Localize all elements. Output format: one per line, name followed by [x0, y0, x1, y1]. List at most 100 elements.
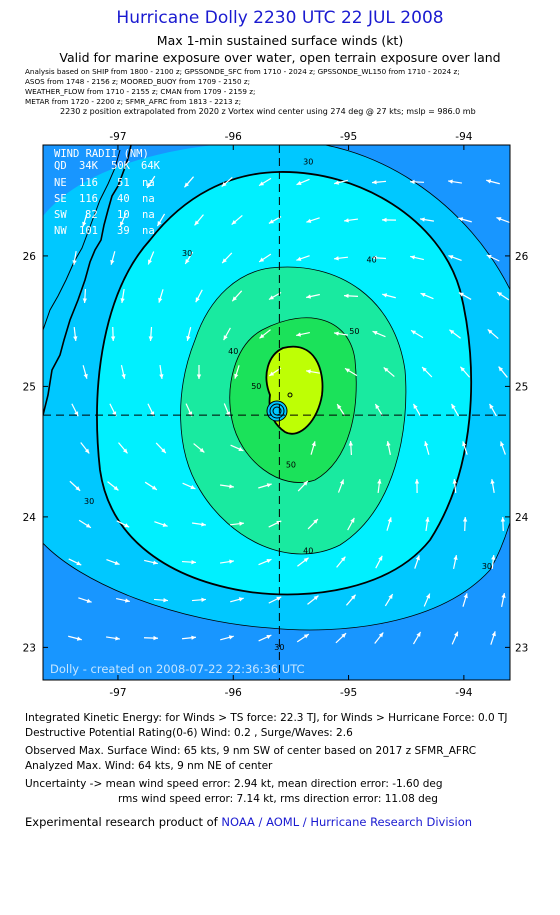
- wind-vector-arrow: [268, 367, 282, 377]
- wind-vector-arrow: [105, 636, 121, 641]
- wind-vector-arrow: [220, 635, 234, 641]
- contour-label: 30: [84, 497, 94, 506]
- wind-vector-arrow: [155, 442, 167, 454]
- wind-vector-arrow: [296, 178, 310, 186]
- plot-frame: [42, 144, 511, 681]
- wind-vector-arrow: [82, 365, 88, 379]
- wind-vector-arrow: [347, 517, 355, 531]
- lon-tick-label-top: -95: [340, 131, 357, 143]
- lat-tick-label-right: 25: [515, 381, 528, 393]
- subtitle-winds: Max 1-min sustained surface winds (kt): [156, 33, 404, 48]
- analysis-sources-line: Analysis based on SHIP from 1800 - 2100 …: [25, 67, 460, 76]
- wind-vector-arrow: [386, 441, 391, 455]
- wind-vector-arrow: [258, 483, 272, 489]
- wind-vector-arrow: [116, 520, 130, 528]
- wind-vector-arrow: [221, 176, 233, 188]
- wind-vector-arrow: [297, 480, 309, 492]
- wind-vector-arrow: [335, 632, 347, 644]
- wind-vector-arrow: [106, 558, 120, 566]
- wind-vector-arrow: [500, 516, 506, 532]
- wind-vector-arrow: [458, 292, 472, 300]
- wind-vector-arrow: [451, 403, 459, 417]
- contour-label: 50: [251, 382, 261, 391]
- wind-radii-34k: 82: [85, 209, 98, 221]
- wind-vector-arrow: [306, 293, 320, 299]
- wind-vector-arrow: [371, 180, 387, 185]
- wind-vector-arrow: [268, 520, 282, 528]
- analysis-sources-line: METAR from 1720 - 2200 z; SFMR_AFRC from…: [25, 97, 242, 106]
- wind-vector-arrow: [452, 555, 458, 569]
- wind-vector-arrow: [182, 482, 196, 490]
- wind-radii-title: WIND RADII (NM): [54, 148, 149, 160]
- wind-vector-arrow: [462, 516, 468, 532]
- subtitle-exposure: Valid for marine exposure over water, op…: [59, 50, 501, 65]
- wind-vector-arrow: [229, 521, 245, 526]
- wind-vector-arrow: [148, 326, 153, 342]
- contour-line-30kt: [43, 145, 510, 631]
- analysis-sources-line: WEATHER_FLOW from 1710 - 2155 z; CMAN fr…: [25, 87, 256, 96]
- page-title: Hurricane Dolly 2230 UTC 22 JUL 2008: [116, 8, 444, 28]
- wind-vector-arrow: [337, 479, 345, 493]
- credit-organization-link[interactable]: NOAA / AOML / Hurricane Research Divisio…: [221, 815, 473, 829]
- wind-vector-arrow: [258, 253, 272, 263]
- wind-vector-arrow: [156, 213, 166, 227]
- wind-vector-arrow: [496, 216, 510, 224]
- contour-label: 40: [367, 255, 377, 264]
- wind-vector-arrow: [120, 365, 126, 379]
- contour-line-34kt: [96, 171, 473, 596]
- wind-radii-64k: na: [142, 177, 155, 189]
- wind-vector-arrow: [68, 558, 82, 566]
- wind-vector-arrow: [489, 403, 497, 417]
- wind-vector-arrow: [414, 555, 420, 569]
- coastline: [43, 145, 132, 416]
- wind-vector-arrow: [69, 480, 81, 492]
- wind-vector-arrow: [183, 176, 195, 188]
- wind-vector-arrow: [196, 364, 202, 380]
- wind-vector-arrow: [258, 177, 272, 187]
- wind-vector-arrow: [333, 256, 349, 261]
- wind-vector-arrow: [191, 597, 207, 602]
- wind-radii-50k: 10: [117, 209, 130, 221]
- wind-radii-quadrant: SW: [54, 209, 67, 221]
- wind-vector-arrow: [486, 179, 500, 185]
- wind-vector-arrow: [71, 403, 79, 417]
- wind-radii-header-qd: QD: [54, 160, 67, 172]
- wind-vector-arrow: [231, 215, 243, 225]
- wind-vector-arrow: [498, 366, 508, 378]
- wind-radii-34k: 116: [79, 193, 98, 205]
- wind-vector-arrow: [447, 179, 463, 184]
- wind-vector-arrow: [451, 631, 459, 645]
- wind-vector-arrow: [423, 593, 431, 607]
- wind-vector-arrow: [143, 635, 159, 641]
- wind-vector-arrow: [375, 555, 383, 569]
- wind-vector-arrow: [72, 250, 77, 266]
- wind-vector-arrow: [110, 251, 116, 265]
- wind-vector-arrow: [186, 327, 192, 341]
- wind-vector-arrow: [382, 293, 396, 299]
- wind-vector-arrow: [234, 365, 240, 379]
- wind-vector-arrow: [452, 478, 457, 494]
- uncertainty-rms: rms wind speed error: 7.14 kt, rms direc…: [118, 793, 438, 805]
- contour-label: 30: [274, 643, 284, 652]
- wind-radii-header-64k: 64K: [141, 160, 161, 172]
- contour-label: 30: [303, 158, 313, 167]
- wind-vector-arrow: [297, 557, 309, 567]
- wind-vector-arrow: [449, 329, 461, 339]
- wind-vector-arrow: [223, 327, 231, 341]
- wind-vector-arrow: [412, 631, 422, 645]
- wind-vector-arrow: [410, 255, 424, 261]
- wind-vector-arrow: [487, 328, 499, 340]
- wind-vector-arrow: [82, 288, 88, 304]
- wind-vector-arrow: [409, 179, 425, 185]
- contour-label: 30: [482, 562, 492, 571]
- wind-vector-arrow: [307, 518, 319, 530]
- wind-vector-arrow: [110, 326, 116, 342]
- wind-vector-arrow: [419, 217, 435, 222]
- wind-vector-arrow: [159, 364, 164, 380]
- wind-vector-arrow: [258, 558, 272, 566]
- contour-labels: 30 30 30 30 30 40 40 40 50 50 50: [84, 158, 492, 652]
- storm-eye: [266, 392, 293, 422]
- destructive-potential-rating: Destructive Potential Rating(0-6) Wind: …: [25, 727, 353, 739]
- wind-vector-arrow: [144, 481, 158, 491]
- wind-radii-64k: na: [142, 209, 155, 221]
